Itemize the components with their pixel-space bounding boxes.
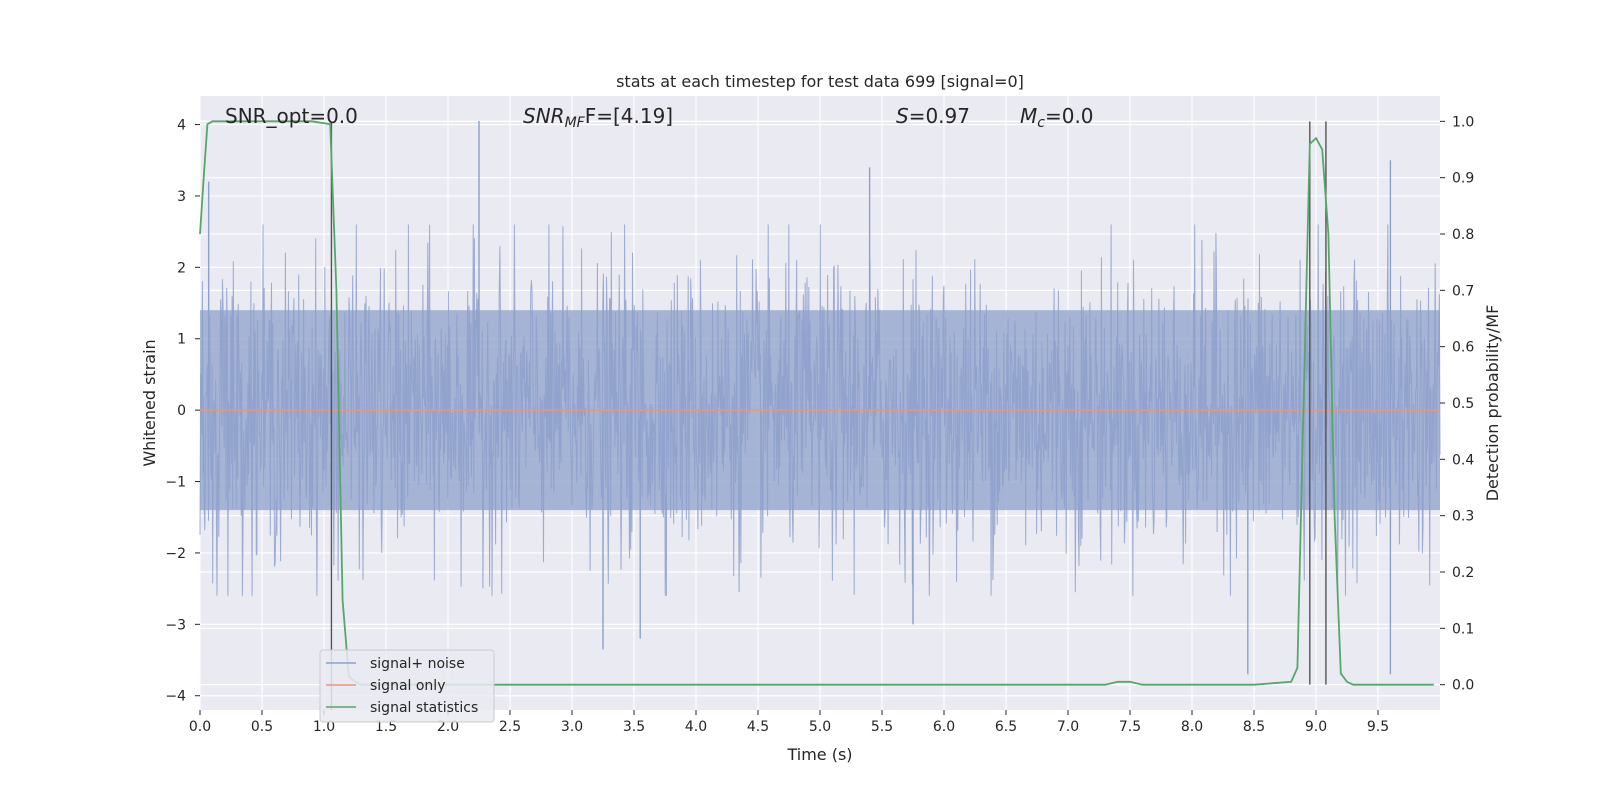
y-right-tick-label: 0.8 (1452, 227, 1474, 243)
y-axis-ticks: 4 3 2 1 0 −1 −2 −3 −4 (165, 118, 200, 705)
x-axis-label: Time (s) (786, 745, 852, 764)
annotation-s: S=0.97 (896, 104, 970, 128)
x-tick-label: 6.0 (933, 719, 955, 735)
legend: signal+ noise signal only signal statist… (319, 649, 495, 723)
y-right-tick-label: 0.0 (1452, 678, 1474, 694)
x-tick-label: 8.5 (1243, 719, 1265, 735)
s-symbol: S (896, 104, 909, 128)
x-tick-label: 5.5 (871, 719, 893, 735)
statistics-line (199, 120, 1434, 686)
x-tick-label: 4.5 (747, 719, 769, 735)
legend-box (319, 649, 495, 723)
mc-base: M (1020, 104, 1037, 128)
snr-mf-sub: MF (565, 115, 586, 131)
x-tick-label: 8.0 (1181, 719, 1203, 735)
y-right-axis-ticks: 1.0 0.9 0.8 0.7 0.6 0.5 0.4 0.3 0.2 0.1 0.0 (1440, 114, 1474, 694)
y-tick-label: 4 (177, 118, 186, 134)
x-tick-label: 1.0 (313, 719, 335, 735)
y-tick-label: −1 (165, 475, 186, 491)
x-tick-label: 2.5 (499, 719, 521, 735)
chart-title: stats at each timestep for test data 699… (616, 72, 1024, 91)
x-tick-label: 7.5 (1119, 719, 1141, 735)
snr-mf-base: SNR (523, 104, 565, 128)
y-tick-label: 2 (177, 260, 186, 276)
y-right-tick-label: 1.0 (1452, 114, 1474, 130)
x-tick-label: 4.0 (685, 719, 707, 735)
series-signal-statistics (199, 120, 1434, 686)
y-right-tick-label: 0.9 (1452, 171, 1474, 187)
annotation-mc: Mc=0.0 (1020, 104, 1094, 131)
legend-label-signal: signal only (370, 678, 445, 694)
x-tick-label: 3.5 (623, 719, 645, 735)
snr-mf-tail: F=[4.19] (585, 104, 673, 128)
mc-tail: =0.0 (1045, 104, 1094, 128)
x-tick-label: 6.5 (995, 719, 1017, 735)
y-right-tick-label: 0.7 (1452, 283, 1474, 299)
x-tick-label: 0.5 (251, 719, 273, 735)
y-tick-label: −2 (165, 546, 186, 562)
y-tick-label: −3 (165, 617, 186, 633)
mc-sub: c (1037, 115, 1045, 131)
y-right-tick-label: 0.4 (1452, 452, 1474, 468)
y-right-axis-label: Detection probability/MF (1483, 305, 1502, 502)
y-tick-label: 3 (177, 189, 186, 205)
y-right-tick-label: 0.3 (1452, 509, 1474, 525)
vertical-markers (330, 121, 1327, 710)
y-right-tick-label: 0.1 (1452, 621, 1474, 637)
annotation-snr-opt: SNR_opt=0.0 (225, 104, 358, 128)
legend-label-noise: signal+ noise (370, 656, 465, 672)
annotation-snr-mf: SNRMFF=[4.19] (523, 104, 673, 131)
y-tick-label: 1 (177, 332, 186, 348)
x-tick-label: 3.0 (561, 719, 583, 735)
x-tick-label: 9.5 (1367, 719, 1389, 735)
x-tick-label: 9.0 (1305, 719, 1327, 735)
y-right-tick-label: 0.5 (1452, 396, 1474, 412)
x-tick-label: 1.5 (375, 719, 397, 735)
x-tick-label: 2.0 (437, 719, 459, 735)
y-axis-label: Whitened strain (140, 339, 159, 466)
y-right-tick-label: 0.2 (1452, 565, 1474, 581)
y-tick-label: −4 (165, 689, 186, 705)
x-tick-label: 5.0 (809, 719, 831, 735)
x-axis-ticks: 0.0 0.5 1.0 1.5 2.0 2.5 3.0 3.5 4.0 4.5 5.0 5.5 6.0 6… (189, 710, 1389, 735)
y-tick-label: 0 (177, 403, 186, 419)
s-tail: =0.97 (909, 104, 970, 128)
y-right-tick-label: 0.6 (1452, 340, 1474, 356)
x-tick-label: 7.0 (1057, 719, 1079, 735)
x-tick-label: 0.0 (189, 719, 211, 735)
legend-label-stats: signal statistics (370, 700, 478, 716)
